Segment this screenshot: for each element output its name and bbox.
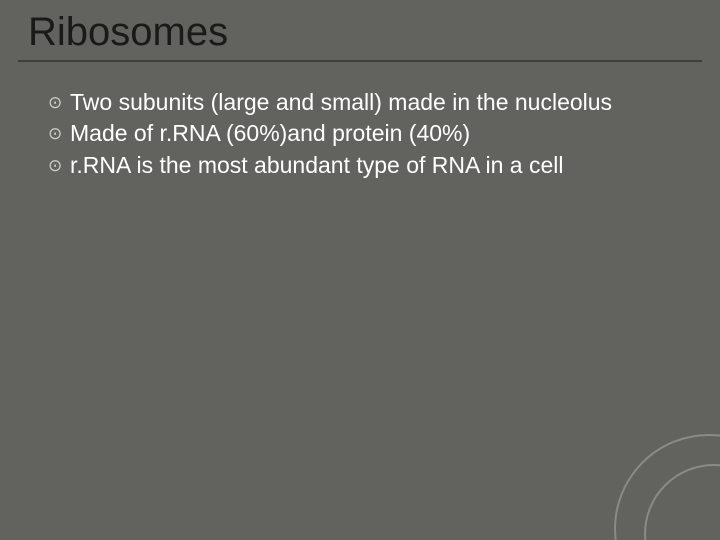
bullet-item: ⊙ r.RNA is the most abundant type of RNA… xyxy=(48,151,660,180)
bullet-text: Two subunits (large and small) made in t… xyxy=(70,88,660,117)
bullet-icon: ⊙ xyxy=(48,119,70,148)
slide-body: ⊙ Two subunits (large and small) made in… xyxy=(0,62,720,180)
bullet-item: ⊙ Two subunits (large and small) made in… xyxy=(48,88,660,117)
bullet-text: Made of r.RNA (60%)and protein (40%) xyxy=(70,119,660,148)
slide: Ribosomes ⊙ Two subunits (large and smal… xyxy=(0,0,720,540)
title-region: Ribosomes xyxy=(0,0,720,54)
slide-title: Ribosomes xyxy=(28,10,720,54)
bullet-text: r.RNA is the most abundant type of RNA i… xyxy=(70,151,660,180)
bullet-item: ⊙ Made of r.RNA (60%)and protein (40%) xyxy=(48,119,660,148)
bullet-icon: ⊙ xyxy=(48,88,70,117)
bullet-icon: ⊙ xyxy=(48,151,70,180)
